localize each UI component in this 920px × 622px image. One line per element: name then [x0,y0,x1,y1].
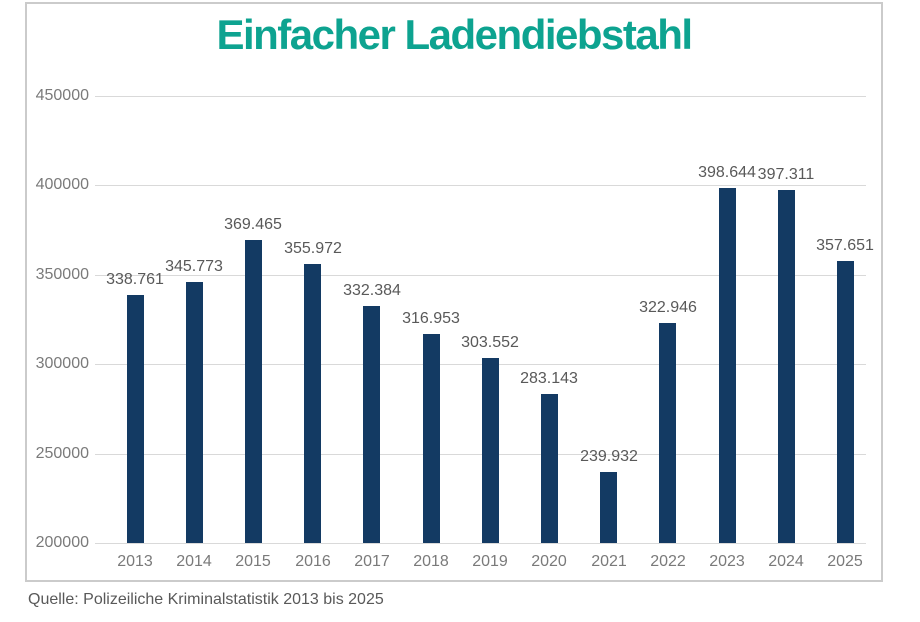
x-tick-label: 2018 [413,553,449,570]
bar-value-label: 283.143 [520,370,578,387]
chart-frame: Einfacher Ladendiebstahl 200000 250000 300… [25,2,883,582]
bar-value-label: 239.932 [580,448,638,465]
y-tick-label: 200000 [35,534,89,551]
x-tick-label: 2016 [295,553,331,570]
plot-area: 200000 250000 300000 350000 400000 450000 338.… [27,4,881,580]
bar [186,282,203,543]
x-tick-label: 2021 [591,553,627,570]
bar-value-label: 355.972 [284,240,342,257]
x-tick-label: 2017 [354,553,390,570]
bar-value-label: 322.946 [639,299,697,316]
bar [304,264,321,543]
gridline [95,364,866,365]
bar-value-label: 303.552 [461,334,519,351]
x-tick-label: 2022 [650,553,686,570]
gridline [95,96,866,97]
bar-value-label: 338.761 [106,271,164,288]
x-tick-label: 2023 [709,553,745,570]
bar [363,306,380,543]
x-tick-label: 2025 [827,553,863,570]
bar-value-label: 369.465 [224,216,282,233]
bar [541,394,558,543]
x-tick-label: 2020 [531,553,567,570]
y-tick-label: 400000 [35,176,89,193]
source-caption: Quelle: Polizeiliche Kriminalstatistik 2… [28,591,384,608]
bar [778,190,795,543]
bar [837,261,854,543]
bar-value-label: 357.651 [816,237,874,254]
bar-value-label: 397.311 [757,166,815,183]
bar-value-label: 398.644 [698,164,756,181]
bar [423,334,440,543]
gridline [95,185,866,186]
bar-value-label: 345.773 [165,258,223,275]
y-tick-label: 250000 [35,445,89,462]
x-tick-label: 2024 [768,553,804,570]
bar-value-label: 332.384 [343,282,401,299]
x-tick-label: 2019 [472,553,508,570]
gridline [95,454,866,455]
y-tick-label: 350000 [35,266,89,283]
chart-title: Einfacher Ladendiebstahl [216,11,693,58]
x-tick-label: 2013 [117,553,153,570]
gridline [95,543,866,544]
bar [719,188,736,543]
x-tick-label: 2014 [176,553,212,570]
bar [245,240,262,543]
x-tick-label: 2015 [235,553,271,570]
bar [659,323,676,543]
bar [127,295,144,543]
bar [600,472,617,543]
y-tick-label: 300000 [35,355,89,372]
gridline [95,275,866,276]
bar [482,358,499,543]
y-tick-label: 450000 [35,87,89,104]
bar-value-label: 316.953 [402,310,460,327]
